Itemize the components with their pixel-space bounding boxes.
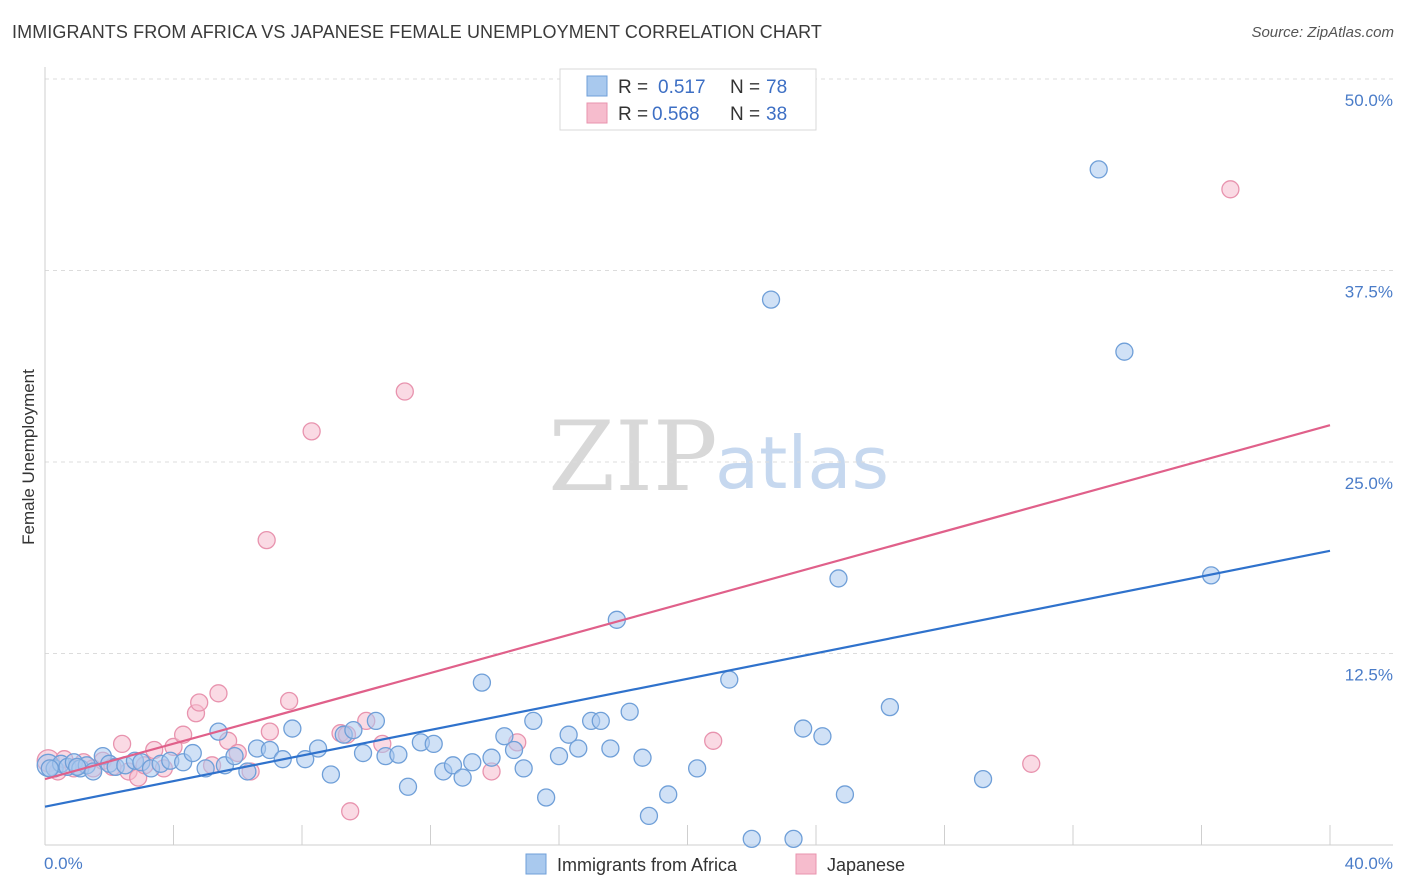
trend-lines <box>44 424 1331 808</box>
japanese-point <box>302 422 321 441</box>
africa-point <box>504 740 524 760</box>
japanese-point <box>209 684 228 703</box>
africa-point <box>784 829 803 849</box>
africa-point <box>813 727 832 746</box>
legend-africa-swatch <box>525 853 547 875</box>
africa-point <box>601 739 620 758</box>
japanese-point <box>190 693 209 712</box>
africa-point <box>472 673 492 692</box>
legend-blue-r-value: 0.517 <box>658 77 706 98</box>
watermark-zip: ZIP <box>548 401 717 513</box>
africa-point <box>482 748 501 767</box>
legend-pink-r-value: 0.568 <box>652 104 700 125</box>
africa-point <box>835 785 855 804</box>
africa-point <box>687 759 707 778</box>
africa-point <box>880 697 900 717</box>
legend-blue-n-value: 78 <box>766 77 787 98</box>
africa-point <box>1089 160 1108 179</box>
legend-japanese-label: Japanese <box>827 855 905 875</box>
africa-point <box>353 743 373 763</box>
africa-point <box>794 719 813 738</box>
africa-point <box>591 711 610 731</box>
africa-point <box>225 746 244 766</box>
africa-point <box>495 727 514 746</box>
africa-point <box>260 740 280 760</box>
japanese-point <box>1022 754 1041 773</box>
africa-point <box>761 290 781 309</box>
y-tick-label: 37.5% <box>1345 283 1393 302</box>
africa-point <box>321 765 341 784</box>
africa-point <box>344 720 363 740</box>
legend-africa-label: Immigrants from Africa <box>557 855 738 875</box>
africa-point <box>569 739 588 758</box>
series-legend: Immigrants from Africa Japanese <box>525 853 905 875</box>
africa-point <box>424 734 443 754</box>
legend-blue-n-label: N = <box>730 77 760 98</box>
x-tick-label-max: 40.0% <box>1345 854 1393 873</box>
africa-point <box>659 785 678 804</box>
y-axis-label: Female Unemployment <box>19 369 38 545</box>
africa-point <box>537 788 556 807</box>
japanese-point <box>704 731 723 750</box>
japanese-point <box>279 691 299 711</box>
africa-point <box>283 719 302 738</box>
africa-point <box>620 702 639 721</box>
africa-point <box>389 745 408 764</box>
africa-point <box>639 806 659 826</box>
legend-pink-r-label: R = <box>618 104 648 125</box>
africa-point <box>514 759 533 778</box>
japanese-point <box>257 530 276 550</box>
stats-legend: R = 0.517 N = 78 R = 0.568 N = 38 <box>559 68 817 131</box>
legend-pink-n-label: N = <box>730 104 760 125</box>
japanese-point <box>260 722 280 741</box>
japanese-point <box>1221 180 1240 199</box>
series-africa-points <box>36 160 1221 849</box>
africa-point <box>1115 342 1134 361</box>
japanese-point <box>112 734 132 754</box>
legend-japanese-swatch <box>795 853 817 875</box>
x-tick-label-min: 0.0% <box>44 854 83 873</box>
africa-point <box>829 569 848 588</box>
africa-point <box>366 711 386 731</box>
legend-pink-swatch <box>586 102 608 124</box>
y-tick-label: 12.5% <box>1345 666 1393 685</box>
africa-point <box>633 748 652 767</box>
japanese-trend-line <box>44 424 1331 781</box>
legend-blue-r-label: R = <box>618 77 648 98</box>
africa-point <box>453 768 472 787</box>
africa-point <box>742 829 761 849</box>
africa-point <box>549 746 569 766</box>
japanese-point <box>341 802 360 821</box>
source-note: Source: ZipAtlas.com <box>1251 24 1394 41</box>
africa-point <box>196 759 215 778</box>
legend-blue-swatch <box>586 75 608 97</box>
africa-trend-line <box>44 549 1331 808</box>
japanese-point <box>395 382 414 401</box>
chart-title: IMMIGRANTS FROM AFRICA VS JAPANESE FEMAL… <box>12 22 822 42</box>
africa-point <box>720 670 739 689</box>
africa-point <box>183 743 202 763</box>
africa-point <box>559 725 578 744</box>
axes: 0.0% 40.0% <box>44 67 1393 873</box>
africa-point <box>398 777 418 796</box>
y-tick-label: 50.0% <box>1345 91 1393 110</box>
africa-point <box>973 769 993 789</box>
africa-point <box>40 759 59 778</box>
africa-point <box>463 753 482 772</box>
africa-point <box>524 711 543 731</box>
y-tick-label: 25.0% <box>1345 474 1393 493</box>
africa-point <box>443 756 463 775</box>
grid-lines: 12.5% 25.0% 37.5% 50.0% <box>45 78 1393 685</box>
watermark-atlas: atlas <box>715 421 889 505</box>
legend-pink-n-value: 38 <box>766 104 787 125</box>
